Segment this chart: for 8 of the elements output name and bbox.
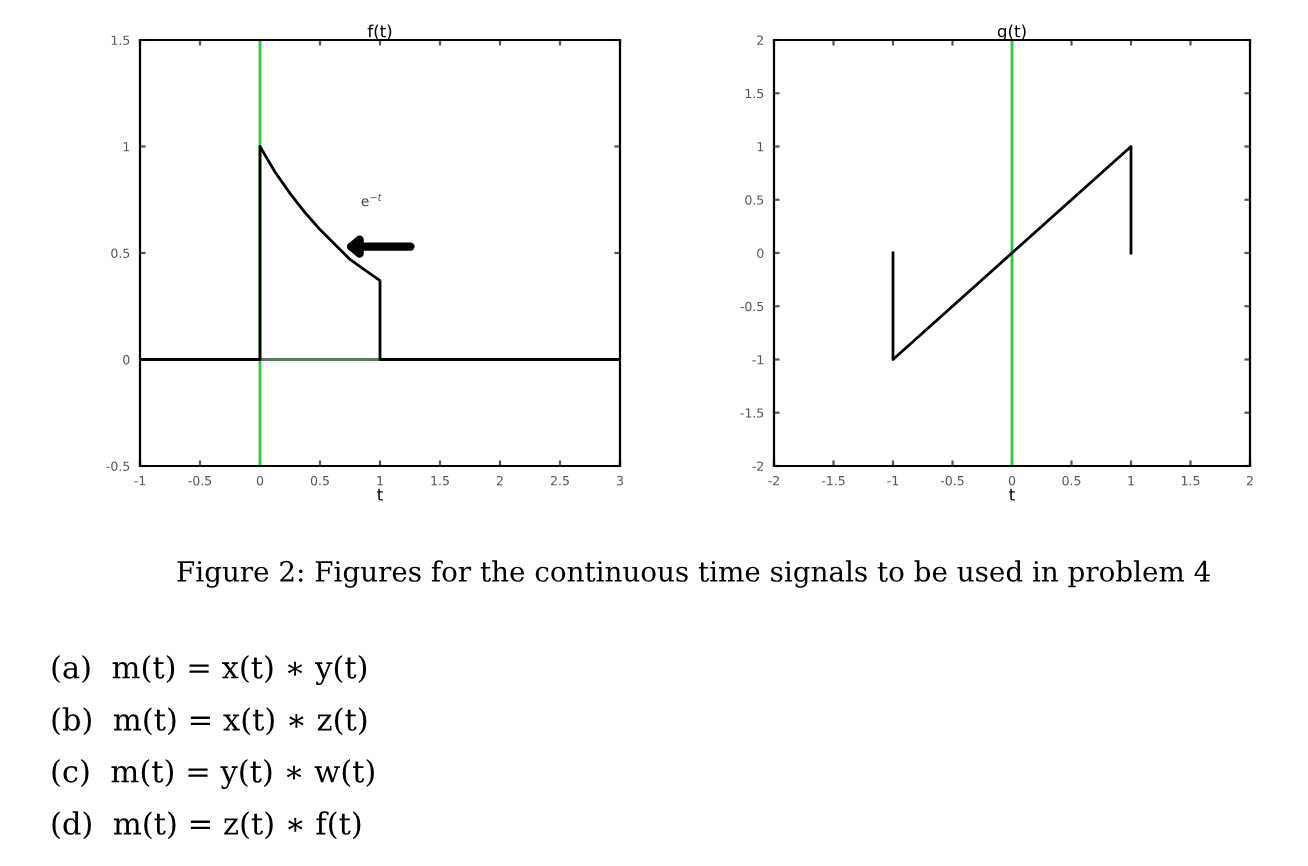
x-axis-title: t: [377, 488, 383, 501]
caption: Figure 2: Figures for the continuous time signals to be used in problem 4: [177, 560, 1210, 588]
text: (a) m(t) = x(t) ∗ y(t): [52, 655, 367, 685]
text: (b) m(t) = x(t) ∗ z(t): [52, 707, 367, 736]
x-axis-title: t: [1009, 488, 1015, 501]
text: (c) m(t) = y(t) ∗ w(t): [52, 759, 374, 789]
chart-title: f(t): [367, 24, 392, 40]
text: (d) m(t) = z(t) ∗ f(t): [52, 811, 361, 840]
